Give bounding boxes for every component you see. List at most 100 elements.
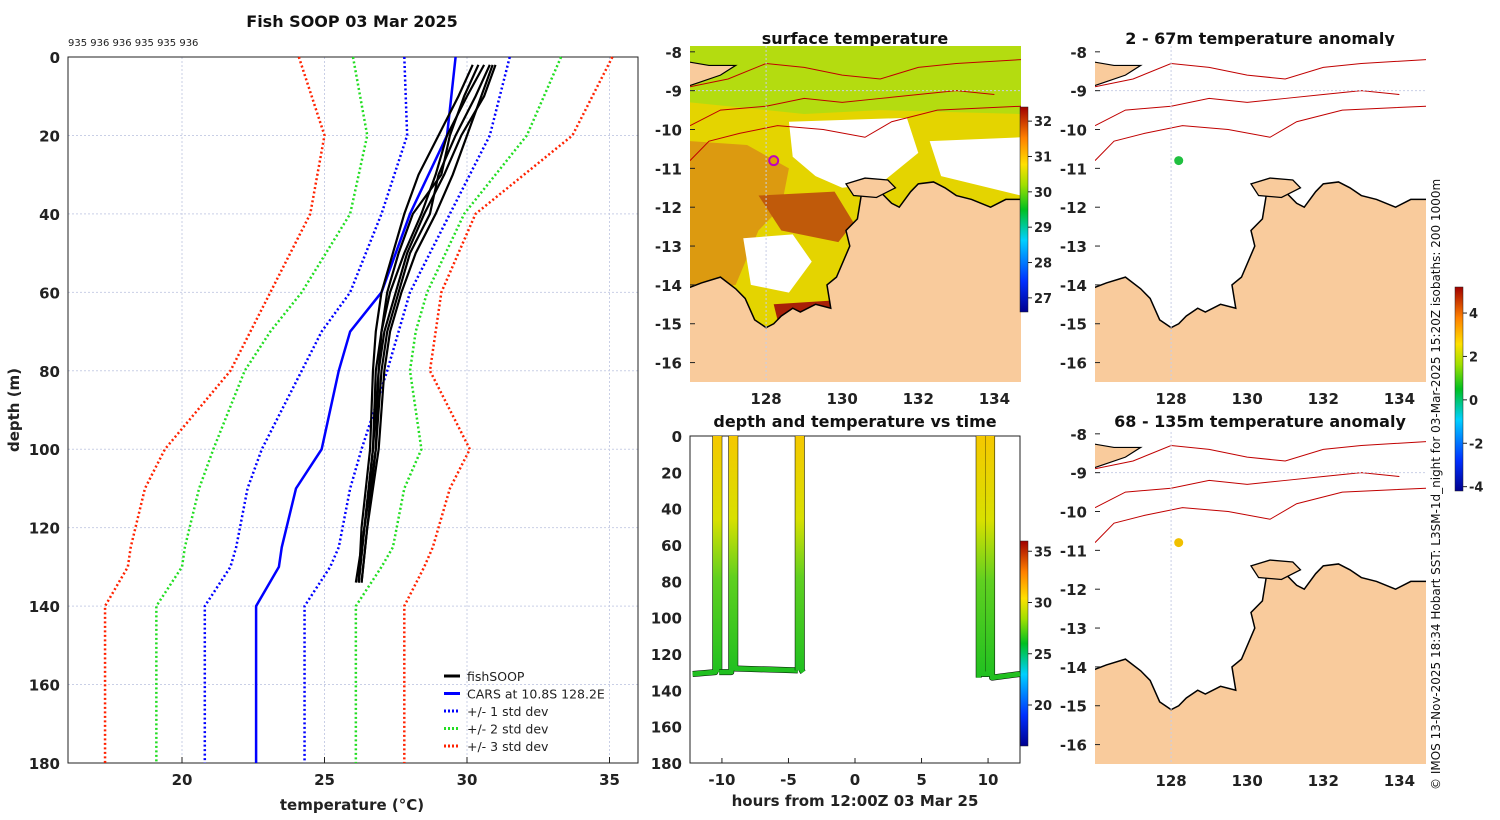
land-australia — [690, 181, 1021, 382]
sst-field-hot-patch — [758, 191, 854, 243]
cloud-mask — [788, 117, 919, 188]
fishsoop-profile-3 — [357, 64, 474, 583]
isobath-line — [690, 90, 995, 127]
lat-tick-label: -15 — [655, 316, 682, 334]
anomaly-marker — [1174, 156, 1184, 166]
y-tick-label: 120 — [651, 646, 682, 664]
time-x-axis-label: hours from 12:00Z 03 Mar 25 — [732, 792, 979, 810]
sst-colorbar — [1019, 106, 1029, 313]
land-timor — [1095, 61, 1143, 87]
y-tick-label: 160 — [29, 677, 60, 695]
y-tick-label: 140 — [29, 598, 60, 616]
y-tick-label: 60 — [39, 284, 60, 302]
lat-tick-label: -14 — [1060, 659, 1087, 677]
sst-colorbar-tick-label: 29 — [1034, 221, 1052, 236]
y-tick-label: 120 — [29, 520, 60, 538]
land-australia — [1095, 563, 1426, 764]
lon-tick-label: 134 — [1384, 772, 1415, 790]
lat-tick-label: -12 — [1060, 199, 1087, 217]
lat-tick-label: -15 — [1060, 316, 1087, 334]
lat-tick-label: -13 — [1060, 620, 1087, 638]
land-melville-island — [1249, 177, 1302, 199]
land-australia — [1095, 181, 1426, 382]
profile-chart-title: Fish SOOP 03 Mar 2025 — [246, 12, 457, 31]
lat-tick-label: -9 — [665, 83, 682, 101]
profile-y-axis-label: depth (m) — [5, 368, 23, 452]
series--2-std — [155, 56, 369, 763]
lat-tick-label: -12 — [1060, 581, 1087, 599]
isobath-line — [690, 105, 1021, 161]
x-tick-label: 20 — [172, 771, 193, 789]
y-tick-label: 80 — [661, 573, 682, 591]
y-tick-label: 0 — [50, 49, 60, 67]
y-tick-label: 0 — [672, 428, 682, 446]
lon-tick-label: 132 — [1308, 772, 1339, 790]
lat-tick-label: -15 — [1060, 698, 1087, 716]
profile-plot-frame — [67, 56, 639, 764]
lon-tick-label: 134 — [979, 390, 1010, 408]
land-timor — [1095, 443, 1143, 469]
fishsoop-profile-5 — [357, 64, 480, 583]
lon-tick-label: 130 — [827, 390, 858, 408]
lon-tick-label: 134 — [1384, 390, 1415, 408]
anomaly-shallow-title: 2 - 67m temperature anomaly — [1125, 29, 1395, 48]
time-colorbar-tick-label: 25 — [1034, 648, 1052, 663]
sst-colorbar-tick-label: 28 — [1034, 257, 1052, 272]
isobath-line — [690, 59, 1021, 88]
lat-tick-label: -12 — [655, 199, 682, 217]
anomaly-colorbar-tick-label: 2 — [1469, 350, 1478, 365]
lat-tick-label: -14 — [1060, 277, 1087, 295]
y-tick-label: 180 — [29, 755, 60, 773]
y-tick-label: 160 — [651, 719, 682, 737]
lon-tick-label: 130 — [1232, 772, 1263, 790]
cloud-mask — [929, 137, 1021, 196]
lat-tick-label: -13 — [655, 238, 682, 256]
time-colorbar-tick-label: 30 — [1034, 597, 1052, 612]
isobath-line — [1095, 472, 1400, 509]
map-1-content — [690, 46, 1021, 382]
cloud-mask — [743, 234, 812, 293]
fishsoop-profile-4 — [357, 64, 491, 583]
lat-tick-label: -8 — [665, 44, 682, 62]
lat-tick-label: -16 — [1060, 737, 1087, 755]
anomaly-marker — [1174, 538, 1184, 548]
anomaly-colorbar — [1454, 286, 1464, 492]
lon-tick-label: 128 — [1155, 390, 1186, 408]
y-tick-label: 20 — [39, 127, 60, 145]
land-melville-island — [844, 177, 897, 199]
sst-field-cool-band — [690, 46, 1021, 114]
sst-colorbar-tick-label: 30 — [1034, 186, 1052, 201]
sst-colorbar-tick-label: 27 — [1034, 292, 1052, 307]
profile-x-axis-label: temperature (°C) — [280, 796, 424, 814]
legend-label: +/- 2 std dev — [467, 722, 549, 737]
x-tick-label: 5 — [916, 771, 926, 789]
sst-map-title: surface temperature — [762, 29, 949, 48]
fishsoop-profile-6 — [360, 64, 494, 583]
series--1-std — [303, 56, 511, 763]
lon-tick-label: 132 — [1308, 390, 1339, 408]
x-tick-label: 10 — [978, 771, 999, 789]
anomaly-colorbar-tick-label: 4 — [1469, 307, 1478, 322]
credit-text: © IMOS 13-Nov-2025 18:34 Hobart SST: L3S… — [1429, 179, 1443, 790]
lat-tick-label: -16 — [1060, 355, 1087, 373]
y-tick-label: 40 — [661, 501, 682, 519]
track-1 — [692, 436, 722, 677]
legend-label: fishSOOP — [467, 669, 525, 684]
land-timor — [690, 61, 738, 87]
y-tick-label: 60 — [661, 537, 682, 555]
isobath-line — [1095, 105, 1426, 161]
x-tick-label: -10 — [708, 771, 735, 789]
lat-tick-label: -16 — [655, 355, 682, 373]
lat-tick-label: -9 — [1070, 83, 1087, 101]
track-2 — [719, 436, 798, 675]
x-tick-label: 35 — [599, 771, 620, 789]
anomaly-colorbar-tick-label: 0 — [1469, 394, 1478, 409]
lat-tick-label: -9 — [1070, 465, 1087, 483]
y-tick-label: 140 — [651, 682, 682, 700]
lat-tick-label: -10 — [1060, 504, 1087, 522]
lon-tick-label: 130 — [1232, 390, 1263, 408]
x-tick-label: 30 — [457, 771, 478, 789]
y-tick-label: 80 — [39, 363, 60, 381]
track-4 — [976, 436, 1021, 681]
